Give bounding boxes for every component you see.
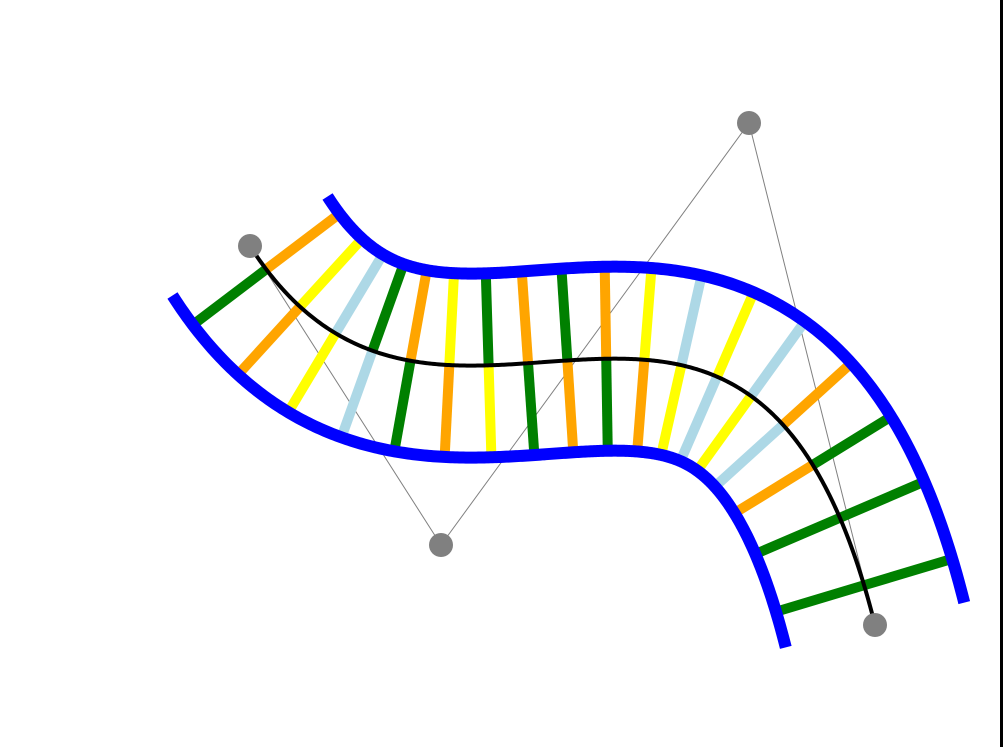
tie-11-inner: [639, 267, 657, 361]
tie-5-inner: [405, 269, 432, 362]
rails-group: [167, 193, 971, 649]
control-points-group: [238, 111, 887, 637]
bezier-centerline: [248, 244, 877, 626]
tie-15-inner: [779, 359, 855, 429]
tie-4-outer: [336, 349, 378, 440]
rail-left: [167, 292, 792, 649]
control-polygon: [249, 121, 876, 626]
tie-13-outer: [675, 374, 722, 464]
tie-7-inner: [480, 273, 494, 366]
tie-10-inner: [599, 266, 612, 359]
tie-6-inner: [444, 272, 460, 366]
ties-group: [189, 209, 954, 617]
tie-12-inner: [676, 274, 707, 367]
control-point-4: [863, 613, 887, 637]
tie-5-outer: [389, 359, 416, 453]
tie-17-outer: [753, 513, 842, 559]
tie-17-inner: [837, 476, 927, 523]
tie-9-inner: [556, 268, 573, 361]
tie-1-inner: [263, 209, 343, 274]
tie-2-outer: [234, 303, 304, 378]
tie-14-outer: [693, 393, 756, 474]
tie-12-outer: [656, 364, 687, 457]
tie-8-outer: [523, 362, 540, 456]
tie-6-outer: [439, 364, 455, 458]
tie-3-outer: [283, 330, 340, 415]
tie-4-inner: [367, 262, 409, 353]
tie-18-outer: [774, 580, 866, 617]
tie-15-outer: [711, 421, 787, 491]
tie-10-outer: [601, 358, 613, 451]
tie-7-outer: [483, 365, 497, 458]
tie-14-inner: [746, 318, 809, 399]
centerline-group: [248, 244, 877, 626]
frame-right-border: [1000, 0, 1003, 747]
tie-11-outer: [632, 359, 650, 452]
rail-right: [322, 193, 971, 605]
tie-13-inner: [712, 290, 759, 379]
control-point-2: [429, 533, 453, 557]
tie-3-inner: [331, 251, 388, 336]
tie-2-inner: [296, 235, 366, 311]
control-point-3: [737, 111, 761, 135]
tie-16-inner: [810, 412, 894, 470]
control-polygon-line: [249, 121, 876, 626]
tie-9-outer: [562, 360, 579, 453]
tie-18-inner: [862, 553, 954, 591]
tie-1-outer: [189, 265, 270, 329]
tie-16-outer: [731, 460, 816, 518]
control-point-1: [238, 234, 262, 258]
tie-8-inner: [516, 271, 534, 364]
